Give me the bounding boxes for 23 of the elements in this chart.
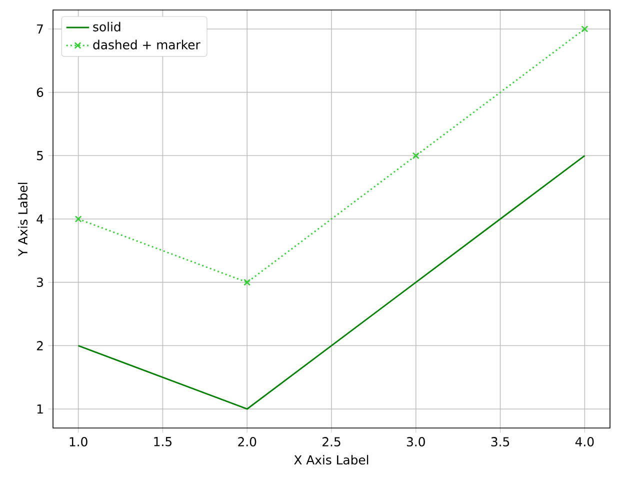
y-tick-label: 4 xyxy=(36,214,44,224)
point xyxy=(244,278,251,286)
x-tick-label: 3.0 xyxy=(406,437,425,446)
y-tick-label: 6 xyxy=(36,88,44,98)
y-tick-label: 1 xyxy=(37,404,43,414)
x-tick-label: 2.5 xyxy=(322,437,340,446)
x-axis-title: X Axis Label xyxy=(294,454,368,465)
x-tick-label: 4.0 xyxy=(575,437,594,446)
legend-label: solid xyxy=(93,22,120,32)
y-axis-title: Y Axis Label xyxy=(18,182,28,256)
x-tick-label: 1.5 xyxy=(154,437,172,446)
x-tick-label: 2.0 xyxy=(238,437,256,446)
legend-label: dashed + marker xyxy=(93,40,200,50)
y-tick-label: 5 xyxy=(37,151,43,160)
x-tick-label: 1.0 xyxy=(70,437,88,446)
point xyxy=(74,215,82,222)
y-tick-label: 3 xyxy=(36,278,43,288)
y-tick-label: 7 xyxy=(37,24,43,34)
y-tick-label: 2 xyxy=(36,341,43,350)
point xyxy=(581,26,588,32)
line-series xyxy=(78,154,586,410)
x-tick-label: 3.5 xyxy=(491,437,510,446)
point xyxy=(412,152,420,160)
